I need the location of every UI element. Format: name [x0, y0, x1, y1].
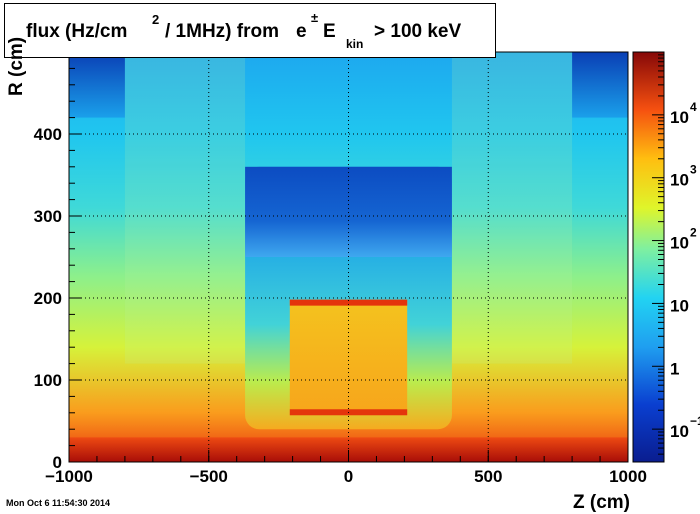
y-axis-label: R (cm) — [6, 36, 27, 96]
region-central-block — [289, 299, 408, 416]
y-tick-label: 200 — [34, 289, 62, 308]
region-left-column — [124, 52, 246, 364]
title-energy: E — [323, 21, 336, 42]
colorbar-tick-label: 10 — [670, 296, 689, 315]
title-text-2: / 1MHz) from — [165, 21, 279, 42]
y-tick-label: 400 — [34, 125, 62, 144]
title-particle: e — [296, 21, 307, 42]
chart-title: flux (Hz/cm 2 / 1MHz) from e ± E kin > 1… — [4, 3, 496, 58]
colorbar-tick-label: 10 — [670, 422, 689, 441]
colorbar-tick-exponent: −1 — [690, 414, 700, 428]
colorbar — [632, 51, 665, 463]
timestamp: Mon Oct 6 11:54:30 2014 — [6, 498, 111, 508]
region-corner-top-left — [69, 52, 125, 118]
y-tick-label: 100 — [34, 371, 62, 390]
title-particle-charge: ± — [311, 10, 319, 25]
x-tick-label: −500 — [190, 467, 228, 486]
colorbar-tick-label: 10 — [670, 234, 689, 253]
colorbar-tick-label: 10 — [670, 171, 689, 190]
x-tick-label: −1000 — [45, 467, 93, 486]
title-text: flux (Hz/cm — [26, 21, 128, 42]
block-top-edge — [289, 299, 408, 306]
colorbar-tick-label: 10 — [670, 108, 689, 127]
y-tick-label: 0 — [53, 453, 62, 472]
region-upper-dark-band — [245, 166, 452, 257]
x-tick-label: 500 — [474, 467, 502, 486]
axes: −1000 −500 0 500 1000 0 100 200 300 400 — [34, 51, 647, 486]
region-right-column — [451, 52, 573, 364]
x-tick-label: 0 — [344, 467, 353, 486]
colorbar-tick-exponent: 2 — [690, 226, 697, 240]
x-tick-label: 1000 — [609, 467, 647, 486]
title-threshold: > 100 keV — [374, 21, 462, 42]
title-superscript: 2 — [152, 12, 160, 27]
colorbar-tick-exponent: 4 — [690, 100, 697, 114]
colorbar-axis: 10−1110102103104 — [652, 54, 700, 463]
x-axis-label: Z (cm) — [573, 492, 630, 513]
y-tick-label: 300 — [34, 207, 62, 226]
title-energy-subscript: kin — [346, 37, 364, 51]
grid-lines — [69, 52, 628, 462]
colorbar-tick-exponent: 3 — [690, 163, 697, 177]
colorbar-tick-label: 1 — [670, 359, 679, 378]
region-corner-top-right — [572, 52, 628, 118]
